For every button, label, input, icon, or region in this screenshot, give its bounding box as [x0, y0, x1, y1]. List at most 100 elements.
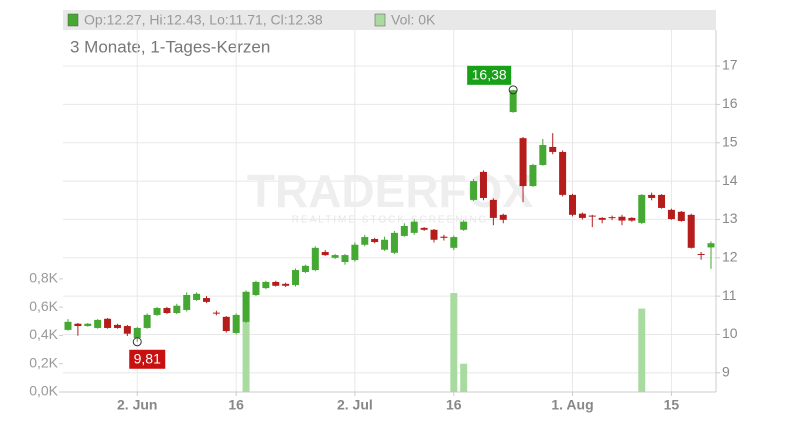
candle-body: [420, 227, 428, 230]
annotation-marker: [508, 85, 518, 95]
candle-body: [618, 216, 626, 221]
y-tick-label: 9: [722, 364, 730, 380]
y-tick-label: 10: [722, 325, 738, 341]
candle-body: [311, 247, 319, 271]
candle-body: [440, 236, 448, 238]
annotation-label: 16,38: [472, 67, 507, 83]
candle-body: [361, 237, 369, 245]
volume-bar: [242, 291, 250, 392]
candle-body: [222, 316, 230, 332]
volume-bar: [460, 363, 468, 392]
y2-tick-label: 0,4K: [29, 326, 58, 342]
volume-bar: [638, 308, 646, 392]
candle-body: [371, 238, 379, 243]
x-tick-label: 16: [446, 397, 462, 413]
candle-body: [64, 321, 72, 330]
y2-tick-label: 0,2K: [29, 354, 58, 370]
candle-body: [292, 270, 300, 286]
candle-body: [697, 253, 705, 255]
candle-body: [638, 194, 646, 223]
candle-body: [628, 217, 636, 221]
candle-body: [648, 194, 656, 198]
candle-body: [450, 237, 458, 248]
annotation-box: [467, 65, 512, 85]
candle-body: [381, 239, 389, 250]
x-tick-label: 2. Jun: [117, 397, 157, 413]
y-tick-label: 16: [722, 95, 738, 111]
chart-title: 3 Monate, 1-Tages-Kerzen: [70, 37, 270, 56]
candle-body: [410, 221, 418, 233]
y-tick-label: 13: [722, 210, 738, 226]
candle-body: [252, 281, 260, 295]
candle-body: [113, 324, 121, 328]
candle-body: [301, 265, 309, 272]
candle-body: [341, 255, 349, 263]
candle-body: [499, 214, 507, 220]
candle-body: [390, 232, 398, 253]
candle-body: [598, 217, 606, 220]
volume-icon: [374, 13, 386, 27]
candle-body: [272, 281, 280, 286]
candle-body: [549, 146, 557, 152]
header-ohlc: Op:12.27, Hi:12.43, Lo:11.71, Cl:12.38: [84, 12, 323, 28]
candle-body: [667, 209, 675, 220]
header-volume: Vol: 0K: [391, 12, 436, 28]
y2-tick-label: 0,0K: [29, 383, 58, 399]
candle-body: [588, 215, 596, 217]
candle-body: [232, 314, 240, 333]
y-tick-label: 12: [722, 248, 738, 264]
candle-body: [202, 298, 210, 302]
candle-body: [578, 213, 586, 218]
candle-body: [153, 308, 161, 315]
x-tick-label: 15: [664, 397, 680, 413]
y-tick-label: 11: [722, 287, 737, 303]
candle-body: [173, 305, 181, 314]
candle-body: [212, 312, 220, 314]
candle-body: [400, 225, 408, 236]
annotation-label: 9,81: [134, 350, 161, 366]
y-tick-label: 14: [722, 172, 738, 188]
candle-body: [529, 164, 537, 187]
candle-body: [242, 291, 250, 322]
volume-bar: [450, 293, 458, 392]
y2-tick-label: 0,8K: [29, 270, 58, 286]
y-tick-label: 17: [722, 57, 738, 73]
candle-body: [143, 314, 151, 328]
candle-body: [193, 293, 201, 300]
x-tick-label: 1. Aug: [551, 397, 593, 413]
candle-body: [658, 194, 666, 208]
candle-body: [509, 90, 517, 113]
candle-body: [608, 217, 616, 219]
candle-body: [351, 244, 359, 261]
candle-body: [133, 327, 141, 338]
candle-body: [677, 211, 685, 221]
candle-body: [489, 199, 497, 218]
candle-body: [123, 326, 131, 334]
candle-body: [94, 319, 102, 328]
candle-body: [104, 318, 112, 328]
annotation-marker: [132, 337, 142, 347]
y2-tick-label: 0,6K: [29, 298, 58, 314]
ohlc-icon: [67, 13, 79, 27]
header-bar: [63, 10, 716, 30]
candle-body: [262, 281, 270, 289]
candle-body: [687, 214, 695, 248]
candle-body: [74, 323, 82, 327]
candle-body: [84, 323, 92, 327]
candle-body: [331, 255, 339, 258]
candle-body: [470, 181, 478, 200]
y-tick-label: 15: [722, 133, 738, 149]
candle-body: [183, 294, 191, 310]
candle-body: [321, 252, 329, 256]
candle-body: [569, 194, 577, 215]
x-tick-label: 16: [228, 397, 244, 413]
candle-body: [430, 229, 438, 240]
candle-body: [479, 171, 487, 198]
x-tick-label: 2. Jul: [337, 397, 373, 413]
watermark-subtitle: REALTIME STOCK SCREENING: [292, 215, 489, 226]
candle-body: [707, 243, 715, 248]
candle-body: [163, 308, 171, 314]
candle-body: [519, 138, 527, 187]
candle-body: [559, 151, 567, 195]
